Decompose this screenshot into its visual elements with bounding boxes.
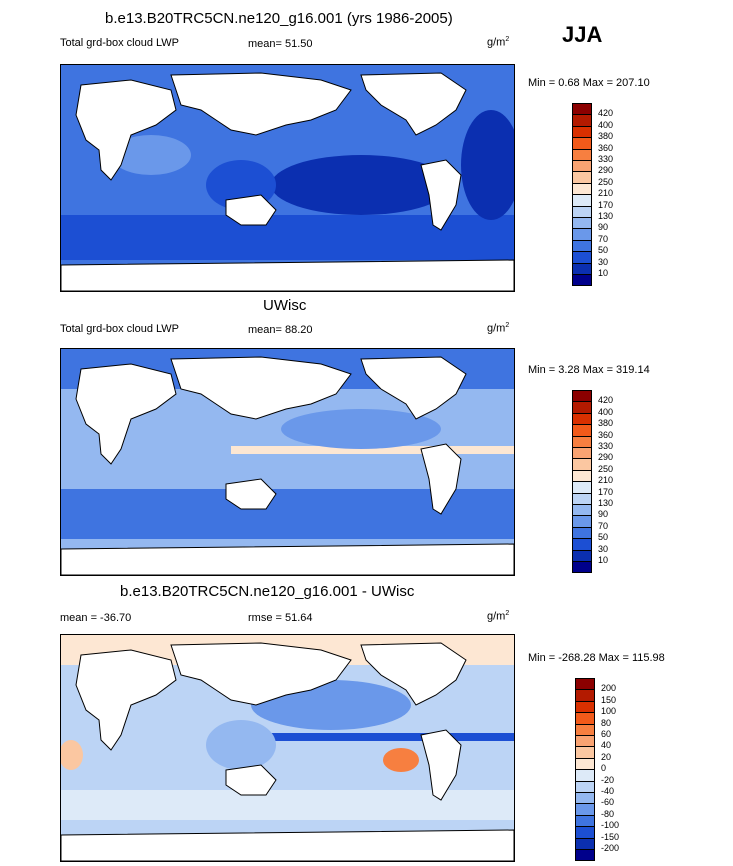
colorbar-label: 380 (598, 418, 614, 429)
land-antarctica (61, 543, 514, 575)
ocean-patch (111, 135, 191, 175)
colorbar-label: 30 (598, 543, 609, 554)
land-north-america (360, 356, 467, 420)
land-south-america (420, 729, 462, 801)
land-eurasia (170, 356, 352, 420)
colorbar-label: -150 (601, 831, 620, 842)
colorbar-label: -200 (601, 843, 620, 853)
land-south-america (420, 443, 462, 515)
season-label: JJA (562, 22, 603, 47)
colorbar-label: 20 (601, 751, 612, 762)
colorbar-label: 50 (598, 245, 609, 256)
colorbar-label: 130 (598, 498, 614, 508)
colorbar-label: 0 (601, 763, 607, 774)
colorbar-cell (575, 849, 595, 862)
colorbar-label: 420 (598, 108, 614, 119)
panel-3-minmax: Min = -268.28 Max = 115.98 (528, 652, 665, 664)
panel-1-left-label: Total grd-box cloud LWP (60, 37, 180, 49)
ocean-patch (461, 110, 514, 220)
panel-3-rmse: rmse = 51.64 (248, 612, 313, 624)
colorbar-label: 130 (598, 211, 614, 221)
ocean-patch (61, 740, 83, 770)
land-south-america (420, 159, 462, 231)
panel-3-colorbar: 200 150 100 80 60 40 20 0 -20 -40 -60 -80 -100 -150 -2… (575, 678, 635, 862)
panel-3-left-label: mean = -36.70 (60, 612, 132, 624)
land-australia (225, 764, 277, 796)
land-africa (75, 649, 177, 751)
panel-3-map (60, 634, 515, 862)
panel-2-map (60, 348, 515, 576)
colorbar-label: 150 (601, 694, 617, 705)
colorbar-label: 290 (598, 452, 614, 463)
land-eurasia (170, 72, 352, 136)
land-australia (225, 478, 277, 510)
panel-2-title: UWisc (263, 297, 307, 314)
panel-1-title: b.e13.B20TRC5CN.ne120_g16.001 (yrs 1986-… (105, 10, 453, 27)
panel-2-left-label: Total grd-box cloud LWP (60, 323, 180, 335)
colorbar-label: 330 (598, 441, 614, 451)
colorbar-label: 250 (598, 176, 614, 187)
colorbar-cell (572, 274, 592, 287)
colorbar-label: 290 (598, 165, 614, 176)
panel-1-mean: mean= 51.50 (248, 38, 313, 50)
colorbar-label: 70 (598, 233, 609, 244)
colorbar-label: 70 (598, 520, 609, 531)
colorbar-label: 210 (598, 188, 614, 199)
colorbar-label: 90 (598, 222, 609, 233)
itcz-band (231, 733, 514, 741)
land-antarctica (61, 829, 514, 861)
panel-2-minmax: Min = 3.28 Max = 319.14 (528, 364, 650, 376)
ocean-patch (271, 155, 451, 215)
colorbar-label: 100 (601, 706, 617, 717)
colorbar-label: 200 (601, 683, 617, 694)
colorbar-label: 10 (598, 555, 609, 565)
colorbar-label: 360 (598, 142, 614, 153)
ocean-patch (206, 720, 276, 770)
ocean-band-south (61, 790, 514, 820)
land-north-america (360, 642, 467, 706)
panel-1-minmax: Min = 0.68 Max = 207.10 (528, 77, 650, 89)
panel-2-colorbar: 420 400 380 360 330 290 250 210 170 130 90 70 50 30 10 (572, 390, 632, 574)
land-australia (225, 194, 277, 226)
ocean-patch (383, 748, 419, 772)
colorbar-label: 50 (598, 532, 609, 543)
land-africa (75, 363, 177, 465)
colorbar-label: -20 (601, 774, 615, 785)
colorbar-label: 380 (598, 131, 614, 142)
colorbar-label: -60 (601, 797, 615, 808)
colorbar-label: 420 (598, 395, 614, 406)
panel-1-colorbar: 420 400 380 360 330 290 250 210 170 130 90 70 50 30 10 (572, 103, 632, 287)
colorbar-label: 360 (598, 429, 614, 440)
land-eurasia (170, 642, 352, 706)
colorbar-label: -100 (601, 820, 620, 831)
colorbar-label: 210 (598, 475, 614, 486)
panel-2-mean: mean= 88.20 (248, 324, 313, 336)
itcz-band (231, 446, 514, 454)
colorbar-label: 400 (598, 406, 614, 417)
panel-1-map (60, 64, 515, 292)
colorbar-label: 170 (598, 199, 614, 210)
colorbar-label: 90 (598, 509, 609, 520)
ocean-patch (281, 409, 441, 449)
panel-3-units: g/m2 (487, 610, 510, 623)
colorbar-label: 40 (601, 740, 612, 751)
colorbar-cell (572, 561, 592, 574)
colorbar-label: 250 (598, 463, 614, 474)
colorbar-label: 10 (598, 268, 609, 278)
colorbar-label: 330 (598, 154, 614, 164)
colorbar-label: 170 (598, 486, 614, 497)
colorbar-label: 400 (598, 119, 614, 130)
panel-3-title: b.e13.B20TRC5CN.ne120_g16.001 - UWisc (120, 583, 415, 600)
colorbar-label: 60 (601, 729, 612, 739)
land-africa (75, 79, 177, 181)
panel-2-units: g/m2 (487, 322, 510, 335)
colorbar-label: -40 (601, 786, 615, 796)
colorbar-label: 80 (601, 717, 612, 728)
panel-1-units: g/m2 (487, 36, 510, 49)
colorbar-label: -80 (601, 808, 615, 819)
colorbar-label: 30 (598, 256, 609, 267)
land-north-america (360, 72, 467, 136)
land-antarctica (61, 259, 514, 291)
